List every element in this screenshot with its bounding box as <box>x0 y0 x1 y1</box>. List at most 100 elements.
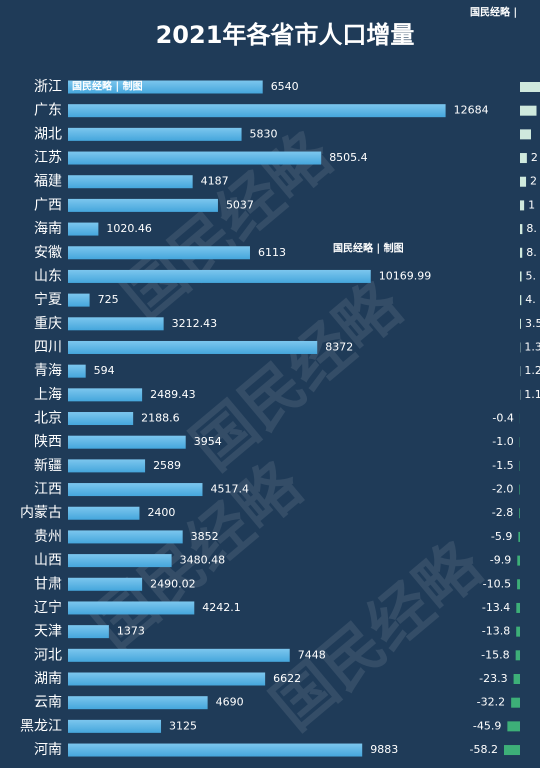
category-label: 广西 <box>34 197 62 213</box>
category-label: 河北 <box>34 647 62 663</box>
bar <box>520 105 537 116</box>
value-label: 8. <box>526 222 537 235</box>
bar <box>517 555 520 566</box>
category-label: 云南 <box>34 695 62 711</box>
value-label: 4. <box>525 293 536 306</box>
value-label: 3954 <box>194 435 222 448</box>
value-label: 3480.48 <box>180 554 226 567</box>
value-label: 8. <box>526 246 537 259</box>
value-label: 1.1 <box>524 388 540 401</box>
value-label: -58.2 <box>470 743 498 756</box>
value-label: 12684 <box>454 104 489 117</box>
value-label: 2490.02 <box>150 577 196 590</box>
bar <box>516 626 520 637</box>
bar <box>511 697 520 708</box>
value-label: -13.8 <box>482 625 510 638</box>
value-label: 4517.4 <box>210 483 249 496</box>
value-label: 1.3 <box>524 340 540 353</box>
bar <box>68 506 140 520</box>
value-label: -23.3 <box>479 672 507 685</box>
bar <box>518 531 520 542</box>
category-label: 广东 <box>34 103 62 119</box>
bar <box>519 484 520 495</box>
category-label: 江西 <box>34 482 62 498</box>
bar <box>68 719 162 733</box>
value-label: 1.2 <box>524 364 540 377</box>
bar <box>520 176 527 187</box>
watermark-label: 国民经略 | 制图 <box>333 242 404 255</box>
bar <box>520 200 525 211</box>
category-label: 山西 <box>34 553 62 569</box>
value-label: 2188.6 <box>141 412 180 425</box>
value-label: -15.8 <box>481 648 509 661</box>
category-label: 辽宁 <box>34 599 62 616</box>
category-label: 福建 <box>34 174 62 190</box>
watermark: 国民经略 <box>258 527 496 743</box>
bar <box>520 153 527 164</box>
value-label: 2589 <box>153 459 181 472</box>
bar <box>68 246 250 260</box>
value-label: 2489.43 <box>150 388 196 401</box>
watermark-label: 国民经略 | 制图 <box>72 80 143 93</box>
bar <box>520 82 540 92</box>
value-label: 3852 <box>191 530 219 543</box>
value-label: -13.4 <box>482 601 510 614</box>
value-label: 8372 <box>325 340 353 353</box>
bar <box>68 340 318 354</box>
bar <box>519 508 520 519</box>
category-label: 上海 <box>34 387 62 403</box>
category-label: 甘肃 <box>34 576 62 592</box>
bar <box>520 295 522 306</box>
bar <box>513 674 520 684</box>
value-label: 594 <box>94 364 115 377</box>
value-label: 6622 <box>273 672 301 685</box>
value-label: 4690 <box>216 696 244 709</box>
category-label: 湖北 <box>34 126 62 142</box>
category-label: 新疆 <box>34 458 62 474</box>
bar <box>68 577 143 591</box>
value-label: 725 <box>98 293 119 306</box>
category-label: 江苏 <box>34 150 62 166</box>
bar <box>68 364 86 378</box>
category-label: 黑龙江 <box>20 718 62 734</box>
bar <box>516 602 520 613</box>
value-label: 8505.4 <box>329 151 368 164</box>
category-label: 内蒙古 <box>20 505 62 521</box>
category-label: 陕西 <box>34 434 62 450</box>
value-label: 3125 <box>169 719 197 732</box>
value-label: 1020.46 <box>106 222 152 235</box>
bar <box>68 435 186 449</box>
bar <box>68 222 99 236</box>
bar <box>68 151 322 165</box>
value-label: 6113 <box>258 246 286 259</box>
value-label: 5. <box>526 269 537 282</box>
category-label: 浙江 <box>34 79 62 95</box>
bar <box>68 127 242 141</box>
value-label: 7448 <box>298 648 326 661</box>
bar <box>520 224 523 235</box>
bar <box>520 129 531 140</box>
value-label: 1373 <box>117 625 145 638</box>
value-label: 3.5 <box>525 317 540 330</box>
watermark-label: 国民经略 | <box>470 6 517 19</box>
value-label: 2 <box>531 151 538 164</box>
value-label: -45.9 <box>473 719 501 732</box>
category-label: 四川 <box>34 339 62 355</box>
watermark: 国民经略 <box>178 267 416 483</box>
bar <box>520 247 523 258</box>
category-label: 贵州 <box>34 529 62 545</box>
category-label: 河南 <box>34 742 62 758</box>
bar <box>515 650 520 661</box>
value-label: 4187 <box>201 175 229 188</box>
value-label: 2400 <box>147 506 175 519</box>
bar <box>68 293 90 307</box>
bar <box>68 601 195 615</box>
category-label: 安徽 <box>34 245 62 261</box>
value-label: -5.9 <box>491 530 512 543</box>
bar <box>68 80 263 94</box>
bar <box>503 745 520 756</box>
value-label: 4242.1 <box>202 601 241 614</box>
bar <box>68 648 290 662</box>
category-label: 北京 <box>34 411 62 427</box>
bar <box>68 696 208 710</box>
